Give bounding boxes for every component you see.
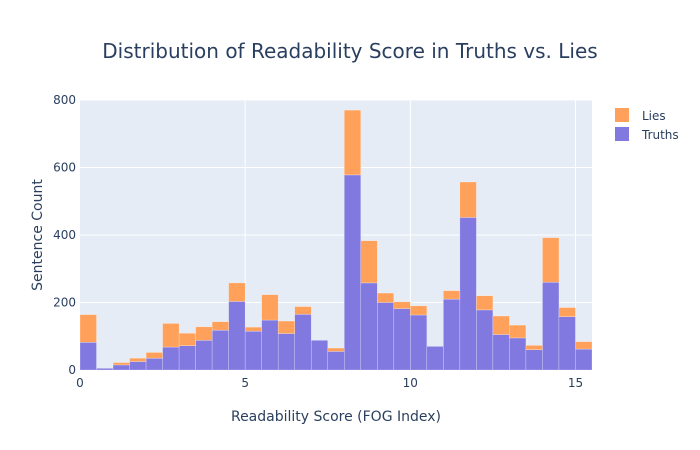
bar-truths [443,298,461,371]
bar-truths [558,316,576,371]
bar-lies [575,341,593,350]
bar-truths [509,337,527,371]
bar-lies [509,324,527,339]
bar-truths [542,282,560,371]
bar-lies [79,314,97,343]
y-tick-label: 400 [53,228,76,242]
bar-truths [426,346,444,371]
bar-lies [195,326,213,341]
y-tick-label: 0 [68,363,76,377]
bar-lies [476,295,494,311]
bar-truths [525,349,543,371]
bar-truths [344,174,362,371]
bar-truths [277,333,295,371]
bar-truths [211,329,229,371]
bar-truths [79,342,97,371]
bar-truths [261,319,279,371]
bar-truths [310,340,328,371]
legend-label-truths: Truths [641,128,679,142]
bar-truths [476,309,494,371]
bar-lies [178,332,196,346]
bar-lies [377,292,395,303]
bar-lies [459,181,477,218]
bar-lies [558,307,576,317]
bars [79,109,593,371]
bar-truths [145,357,163,371]
bar-truths [459,217,477,371]
bar-lies [542,237,560,283]
legend-swatch-lies [615,108,629,122]
bar-lies [129,357,147,362]
bar-lies [492,315,510,335]
bar-truths [244,330,262,371]
gridlines [80,99,592,370]
tick-labels: 0 5 10 15 0 200 400 600 800 [53,93,583,390]
y-tick-label: 800 [53,93,76,107]
bar-truths [112,364,130,371]
x-tick-label: 15 [568,376,583,390]
bar-truths [195,340,213,371]
bar-lies [525,345,543,350]
bar-lies [327,347,345,352]
bar-truths [575,348,593,371]
bar-truths [377,302,395,371]
y-tick-label: 600 [53,161,76,175]
legend-item-truths[interactable]: Truths [615,127,679,142]
bar-truths [162,346,180,371]
legend-swatch-truths [615,127,629,141]
bar-truths [492,334,510,371]
x-tick-label: 10 [403,376,418,390]
y-tick-label: 200 [53,296,76,310]
bar-truths [228,301,246,371]
y-axis-title: Sentence Count [30,179,46,291]
bar-truths [393,308,411,371]
bar-lies [228,282,246,302]
bar-truths [96,368,114,371]
bar-lies [344,109,362,176]
bar-lies [393,301,411,309]
x-tick-label: 5 [241,376,249,390]
bar-lies [162,323,180,348]
bar-lies [244,326,262,332]
bar-lies [360,240,378,284]
bar-truths [327,351,345,371]
x-axis-title: Readability Score (FOG Index) [231,409,441,425]
x-tick-label: 0 [76,376,84,390]
chart-title: Distribution of Readability Score in Tru… [102,39,597,63]
bar-truths [129,361,147,371]
bar-lies [261,294,279,321]
bar-lies [211,321,229,331]
bar-lies [410,305,428,316]
bar-lies [277,320,295,334]
legend-label-lies: Lies [642,109,666,123]
bar-truths [360,282,378,371]
bar-truths [178,345,196,371]
legend-item-lies[interactable]: Lies [615,108,666,123]
bar-truths [294,314,312,371]
bar-lies [443,290,461,300]
bar-truths [410,314,428,371]
legend[interactable]: Lies Truths [615,108,679,142]
bar-lies [145,352,163,359]
bar-lies [294,306,312,315]
bar-lies [112,362,130,366]
